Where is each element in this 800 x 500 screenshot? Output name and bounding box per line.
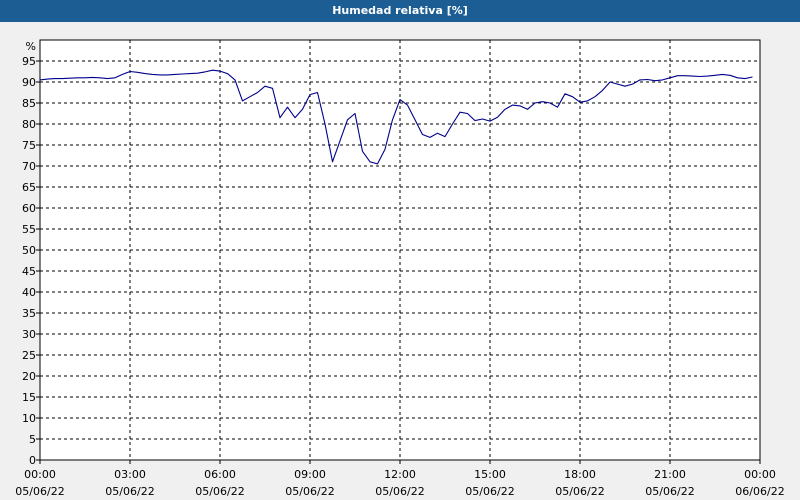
- y-tick-label: 25: [22, 349, 36, 362]
- x-tick-date-label: 05/06/22: [195, 485, 244, 498]
- x-tick-time-label: 18:00: [564, 468, 596, 481]
- y-tick-label: 20: [22, 370, 36, 383]
- y-tick-label: 30: [22, 328, 36, 341]
- x-tick-date-label: 05/06/22: [285, 485, 334, 498]
- chart-title: Humedad relativa [%]: [0, 0, 800, 22]
- y-tick-label: 5: [29, 433, 36, 446]
- x-tick-date-label: 05/06/22: [555, 485, 604, 498]
- grid-lines: [40, 40, 760, 460]
- y-tick-label: 75: [22, 139, 36, 152]
- x-tick-date-label: 05/06/22: [375, 485, 424, 498]
- x-tick-time-label: 12:00: [384, 468, 416, 481]
- y-tick-label: 80: [22, 118, 36, 131]
- x-tick-time-label: 03:00: [114, 468, 146, 481]
- humidity-series-line: [39, 69, 753, 165]
- y-tick-label: 40: [22, 286, 36, 299]
- x-tick-time-label: 06:00: [204, 468, 236, 481]
- y-tick-label: 70: [22, 160, 36, 173]
- x-tick-date-label: 05/06/22: [105, 485, 154, 498]
- y-tick-label: 0: [29, 454, 36, 467]
- y-tick-label: 65: [22, 181, 36, 194]
- x-tick-date-label: 06/06/22: [735, 485, 784, 498]
- y-tick-label: 35: [22, 307, 36, 320]
- x-tick-time-label: 09:00: [294, 468, 326, 481]
- y-tick-label: 15: [22, 391, 36, 404]
- x-tick-time-label: 00:00: [24, 468, 56, 481]
- y-tick-label: 10: [22, 412, 36, 425]
- y-tick-label: 45: [22, 265, 36, 278]
- series-layer: [39, 69, 753, 165]
- x-tick-date-label: 05/06/22: [15, 485, 64, 498]
- x-tick-time-label: 21:00: [654, 468, 686, 481]
- y-tick-label: 50: [22, 244, 36, 257]
- x-tick-time-label: 00:00: [744, 468, 776, 481]
- y-tick-label: 85: [22, 97, 36, 110]
- y-tick-label: 95: [22, 55, 36, 68]
- y-tick-label: 90: [22, 76, 36, 89]
- y-axis-ticks: 0 5 10 15 20 25 30 35 40 45 50 55 60 65 70 75 80 85 90 95: [22, 55, 40, 467]
- x-tick-date-label: 05/06/22: [645, 485, 694, 498]
- y-tick-label: 60: [22, 202, 36, 215]
- x-axis-ticks: 00:00 05/06/22 03:00 05/06/22 06:00 05/06/22 0…: [15, 460, 785, 498]
- y-tick-label: 55: [22, 223, 36, 236]
- x-tick-date-label: 05/06/22: [465, 485, 514, 498]
- y-axis-unit-label: %: [26, 40, 36, 53]
- x-tick-time-label: 15:00: [474, 468, 506, 481]
